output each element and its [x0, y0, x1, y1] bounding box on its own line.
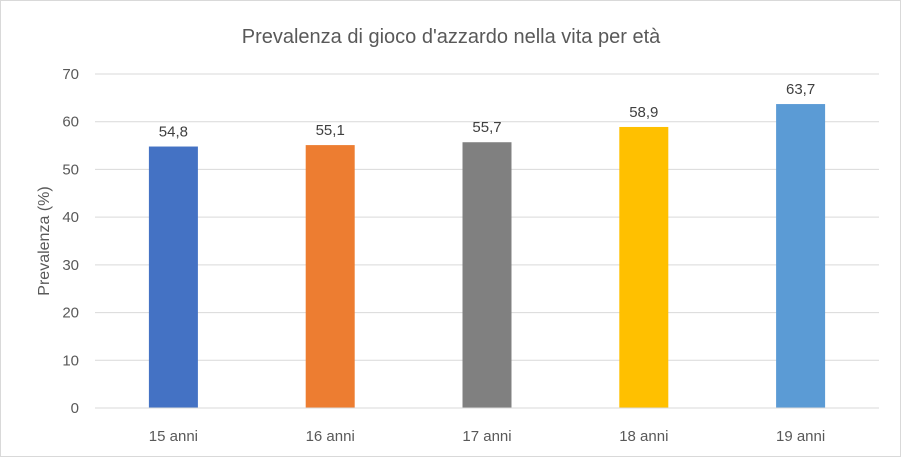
y-tick-label: 70	[62, 66, 79, 83]
x-axis-ticks: 15 anni 16 anni 17 anni 18 anni 19 anni	[149, 428, 825, 445]
bar	[619, 126, 669, 408]
data-labels: 54,8 55,1 55,7 58,9 63,7	[159, 81, 815, 140]
y-tick-label: 60	[62, 114, 79, 131]
y-tick-label: 30	[62, 257, 79, 274]
data-label: 58,9	[629, 104, 658, 121]
bars	[148, 104, 826, 409]
y-axis-ticks: 0 10 20 30 40 50 60 70	[62, 66, 79, 417]
y-tick-label: 40	[62, 209, 79, 226]
bar	[462, 142, 512, 408]
x-tick-label: 17 anni	[462, 428, 511, 445]
data-label: 63,7	[786, 81, 815, 98]
y-axis-label: Prevalenza (%)	[36, 186, 53, 295]
x-tick-label: 16 anni	[306, 428, 355, 445]
y-tick-label: 0	[71, 400, 79, 417]
data-label: 55,1	[316, 122, 345, 139]
y-tick-label: 20	[62, 305, 79, 322]
chart-title: Prevalenza di gioco d'azzardo nella vita…	[242, 26, 661, 48]
y-tick-label: 10	[62, 352, 79, 369]
bar	[148, 146, 198, 409]
data-label: 54,8	[159, 124, 188, 141]
x-tick-label: 18 anni	[619, 428, 668, 445]
bar	[776, 104, 826, 408]
data-label: 55,7	[472, 119, 501, 136]
x-tick-label: 19 anni	[776, 428, 825, 445]
y-tick-label: 50	[62, 161, 79, 178]
x-tick-label: 15 anni	[149, 428, 198, 445]
bar	[305, 145, 355, 408]
